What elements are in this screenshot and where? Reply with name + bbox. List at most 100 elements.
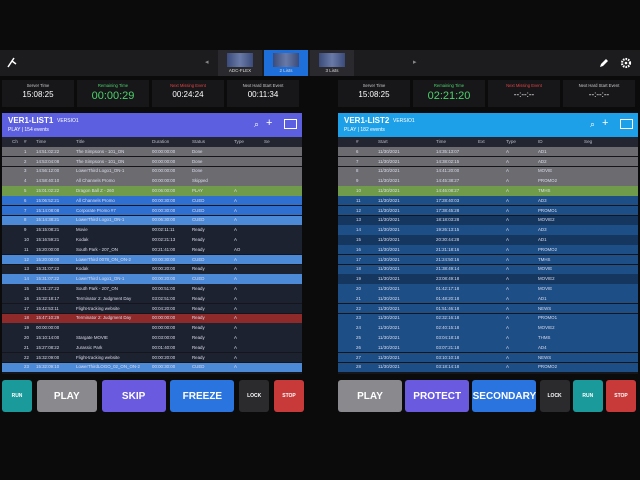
row-cell: 03:04:18:18: [436, 335, 460, 340]
scroll-right[interactable]: ▸: [413, 59, 417, 66]
event-row[interactable]: 15 15:31:27:22 South Park - 207_ON 00:00:51…: [2, 284, 302, 294]
event-row[interactable]: 15 11/30/2021 20:30:44:28 A AD1: [338, 235, 638, 245]
event-row[interactable]: 22 11/30/2021 01:51:46:18 A NEWS: [338, 303, 638, 314]
event-row[interactable]: 2 14:53:04:08 The Simpsons - 101_ON 00:00:0…: [2, 156, 302, 167]
button[interactable]: FREEZE: [170, 380, 235, 412]
event-row[interactable]: 6 15:06:52:21 All Channels Promo 00:00:30:0…: [2, 196, 302, 206]
row-cell: CUED: [192, 197, 205, 203]
row-cell: 11/30/2021: [378, 207, 400, 213]
layout-tab[interactable]: 3 Lists: [310, 50, 354, 76]
button[interactable]: STOP: [606, 380, 636, 412]
settings-icon[interactable]: [620, 57, 632, 69]
view-icon[interactable]: [284, 119, 297, 129]
event-row[interactable]: 27 11/30/2021 03:10:10:18 A NEWS: [338, 352, 638, 363]
event-row[interactable]: 26 11/30/2021 03:07:21:18 A AD4: [338, 343, 638, 353]
row-cell: 18: [356, 266, 361, 272]
button[interactable]: SKIP: [101, 380, 166, 412]
row-cell: 20: [356, 286, 361, 291]
event-row[interactable]: 16 11/30/2021 21:21:18:16 A PROMO2: [338, 245, 638, 255]
row-cell: 12: [356, 207, 361, 213]
button[interactable]: STOP: [274, 380, 304, 412]
row-cell: A: [506, 207, 509, 213]
event-row[interactable]: 1 14:51:02:22 The Simpsons - 101_ON 00:00:0…: [2, 147, 302, 157]
button[interactable]: PLAY: [338, 380, 402, 412]
event-row[interactable]: 6 11/30/2021 14:35:13:07 A AD1: [338, 147, 638, 157]
button[interactable]: LOCK: [539, 380, 570, 412]
event-row[interactable]: 4 14:58:40:10 All Channels Promo 00:00:00:0…: [2, 176, 302, 186]
row-cell: 8: [24, 217, 27, 223]
row-cell: A: [234, 364, 237, 370]
row-cell: Ready: [192, 246, 205, 252]
row-cell: The Simpsons - 101_ON: [76, 148, 125, 154]
list-name: VER1-LIST1: [8, 116, 54, 125]
button[interactable]: LOCK: [239, 380, 270, 412]
row-cell: 11/30/2021: [378, 158, 400, 164]
event-row[interactable]: 20 11/30/2021 01:42:17:18 A MOVIE: [338, 284, 638, 294]
button[interactable]: PLAY: [36, 380, 97, 412]
event-row[interactable]: 9 11/30/2021 14:45:38:27 A PROMO2: [338, 176, 638, 186]
event-row[interactable]: 8 15:14:38:21 LowerThird Logo1_ON-1 00:06:3…: [2, 215, 302, 225]
event-row[interactable]: 19 00:00:00:00 00:00:00:00 Ready A: [2, 323, 302, 333]
event-row[interactable]: 11 11/30/2021 17:28:40:03 A AD3: [338, 196, 638, 206]
row-cell: 00:02:11:11: [152, 227, 175, 233]
event-row[interactable]: 7 15:14:08:08 Corporate Promo #7 00:00:30:0…: [2, 205, 302, 216]
event-row[interactable]: 22 15:32:09:00 Flight-tracking website 00:0…: [2, 352, 302, 363]
event-row[interactable]: 21 15:27:08:22 Jurassic Park 00:01:40:00 Rea…: [2, 343, 302, 353]
button[interactable]: SECONDARY: [472, 380, 537, 412]
row-cell: 11/30/2021: [378, 315, 400, 321]
event-row[interactable]: 17 11/30/2021 21:24:50:16 A TMHS: [338, 254, 638, 265]
row-cell: 6: [24, 197, 27, 203]
button[interactable]: RUN: [572, 380, 603, 412]
layout-tab[interactable]: ADC-FLEX: [218, 50, 262, 76]
row-cell: 15:32:09:00: [36, 354, 60, 360]
add-icon[interactable]: +: [602, 117, 609, 129]
row-cell: 11/30/2021: [378, 256, 400, 262]
event-row[interactable]: 5 15:01:02:22 Dragon Ball Z - 260 00:06:00:…: [2, 186, 302, 196]
search-icon[interactable]: ⌕: [254, 119, 260, 129]
layout-tab[interactable]: 2 Lists: [264, 50, 308, 76]
event-row[interactable]: 9 15:15:08:21 Movie 00:02:11:11 Ready A: [2, 225, 302, 235]
event-row[interactable]: 28 11/30/2021 03:18:14:18 A PROMO2: [338, 362, 638, 372]
event-row[interactable]: 3 14:56:12:00 LowerThird Logo1_ON-1 00:00:0…: [2, 166, 302, 176]
event-row[interactable]: 16 15:32:18:17 Terminator 2: Judgment Day 0…: [2, 294, 302, 304]
event-row[interactable]: 12 11/30/2021 17:38:45:28 A PROMO1: [338, 205, 638, 216]
row-cell: 9: [356, 178, 359, 184]
row-cell: 17:28:40:03: [436, 197, 460, 203]
scroll-left[interactable]: ◂: [205, 59, 209, 66]
event-row[interactable]: 18 11/30/2021 21:38:49:14 A MOVIE: [338, 264, 638, 274]
event-row[interactable]: 8 11/30/2021 14:41:20:00 A MOVIE: [338, 166, 638, 176]
button[interactable]: RUN: [2, 380, 32, 412]
event-row[interactable]: 13 15:31:07:22 Kodak 00:00:20:00 Ready A: [2, 264, 302, 274]
event-row[interactable]: 12 15:20:00:00 LowerThird 0078_ON_ON-2 00:0…: [2, 254, 302, 265]
row-cell: A: [506, 315, 509, 321]
event-row[interactable]: 19 11/30/2021 23:08:49:18 A MOVIE2: [338, 274, 638, 284]
search-icon[interactable]: ⌕: [590, 119, 596, 129]
event-row[interactable]: 7 11/30/2021 14:38:02:15 A AD2: [338, 156, 638, 167]
event-row[interactable]: 14 15:31:07:22 LowerThird Logo1_ON-1 00:00:…: [2, 274, 302, 284]
add-icon[interactable]: +: [266, 117, 273, 129]
row-cell: 15:32:09:10: [36, 364, 60, 370]
event-row[interactable]: 14 11/30/2021 19:26:13:15 A AD3: [338, 225, 638, 235]
event-row[interactable]: 20 15:10:14:00 Stargate MOVIE 00:03:00:00 Re…: [2, 333, 302, 343]
event-row[interactable]: 25 11/30/2021 03:04:18:18 A THMS: [338, 333, 638, 343]
row-cell: CUED: [192, 364, 205, 370]
view-icon[interactable]: [620, 119, 633, 129]
row-cell: A: [234, 286, 237, 291]
event-row[interactable]: 10 11/30/2021 14:46:08:27 A TMHS: [338, 186, 638, 196]
row-cell: Done: [192, 168, 203, 174]
event-row[interactable]: 10 15:16:59:21 Kodak 00:02:21:13 Ready A: [2, 235, 302, 245]
row-cell: 03:02:51:00: [152, 295, 176, 301]
row-cell: 00:03:00:00: [152, 335, 176, 340]
event-row[interactable]: 11 15:20:00:00 South Park - 207_ON 00:21:41…: [2, 245, 302, 255]
event-row[interactable]: 17 15:42:53:11 Flight-tracking website 00:0…: [2, 303, 302, 314]
event-row[interactable]: 18 15:47:10:29 Terminator 2: Judgment Day 0…: [2, 313, 302, 323]
event-row[interactable]: 23 15:32:09:10 LowerThirdLOGO_02_ON_ON-2 00…: [2, 362, 302, 372]
event-row[interactable]: 21 11/30/2021 01:48:20:18 A AD1: [338, 294, 638, 304]
event-row[interactable]: 23 11/30/2021 02:32:16:18 A PROMO1: [338, 313, 638, 323]
row-cell: NEWS: [538, 354, 552, 360]
row-cell: A: [506, 168, 509, 174]
edit-icon[interactable]: [598, 57, 610, 69]
button[interactable]: PROTECT: [405, 380, 470, 412]
event-row[interactable]: 24 11/30/2021 02:40:15:18 A MOVIE2: [338, 323, 638, 333]
event-row[interactable]: 13 11/30/2021 18:18:03:28 A MOVIE2: [338, 215, 638, 225]
